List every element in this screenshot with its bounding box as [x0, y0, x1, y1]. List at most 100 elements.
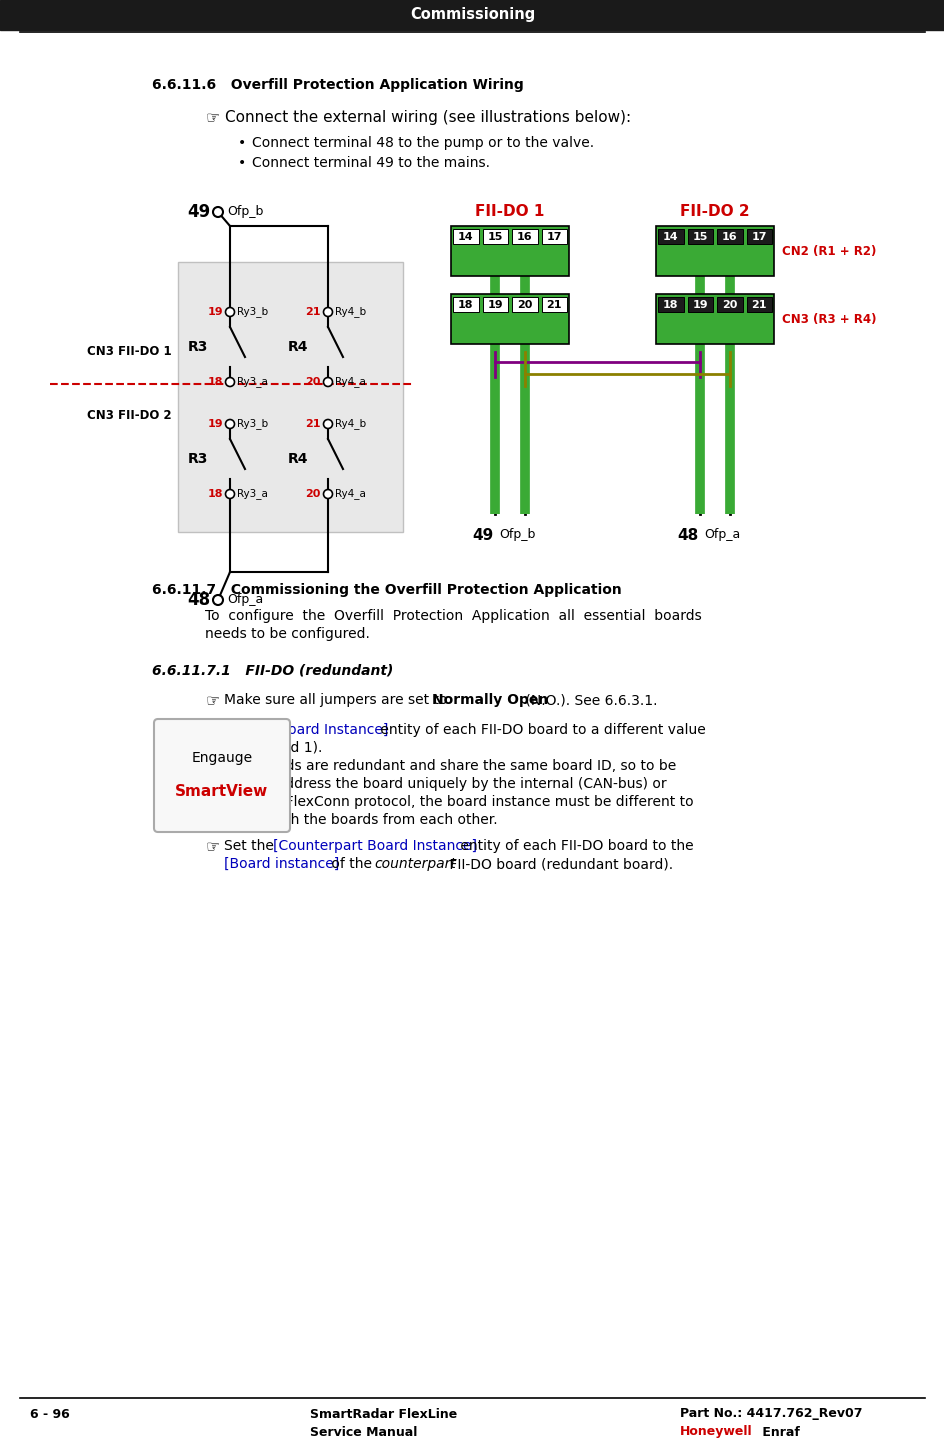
- Text: ☞: ☞: [206, 839, 220, 855]
- Text: 17: 17: [546, 232, 562, 242]
- Text: CN2 (R1 + R2): CN2 (R1 + R2): [782, 245, 875, 258]
- Circle shape: [212, 596, 223, 606]
- Text: 6.6.11.7   Commissioning the Overfill Protection Application: 6.6.11.7 Commissioning the Overfill Prot…: [152, 582, 621, 597]
- Circle shape: [323, 307, 332, 316]
- Text: The boards are redundant and share the same board ID, so to be: The boards are redundant and share the s…: [224, 759, 676, 773]
- Text: 21: 21: [750, 300, 767, 310]
- Text: 18: 18: [208, 377, 223, 387]
- Text: CN3 FII-DO 2: CN3 FII-DO 2: [87, 409, 172, 422]
- Text: Ry3_b: Ry3_b: [237, 307, 268, 317]
- Text: R3: R3: [188, 341, 208, 354]
- Text: Ry4_b: Ry4_b: [334, 307, 365, 317]
- Text: Ry3_a: Ry3_a: [237, 489, 267, 499]
- Bar: [687, 229, 712, 245]
- Text: distinguish the boards from each other.: distinguish the boards from each other.: [224, 812, 497, 827]
- Text: Set the: Set the: [224, 839, 278, 853]
- Text: CN3 (R3 + R4): CN3 (R3 + R4): [782, 313, 876, 326]
- Text: SmartView: SmartView: [176, 783, 268, 798]
- Text: FII-DO 1: FII-DO 1: [475, 204, 544, 218]
- Text: FII-DO 2: FII-DO 2: [680, 204, 749, 218]
- Text: 19: 19: [207, 307, 223, 317]
- Text: 19: 19: [487, 300, 502, 310]
- Text: 21: 21: [305, 307, 321, 317]
- Text: Ry4_b: Ry4_b: [334, 418, 365, 430]
- Text: 49: 49: [471, 529, 493, 543]
- Text: Commissioning: Commissioning: [410, 7, 534, 22]
- Bar: [512, 297, 537, 312]
- Text: Enraf: Enraf: [757, 1425, 799, 1439]
- Text: external FlexConn protocol, the board instance must be different to: external FlexConn protocol, the board in…: [224, 795, 693, 810]
- Text: CN3 FII-DO 1: CN3 FII-DO 1: [87, 345, 172, 358]
- Text: Normally Open: Normally Open: [431, 693, 548, 708]
- Text: needs to be configured.: needs to be configured.: [205, 628, 369, 641]
- Text: entity of each FII-DO board to a different value: entity of each FII-DO board to a differe…: [376, 724, 705, 737]
- Text: 49: 49: [187, 202, 210, 221]
- Bar: [657, 297, 683, 312]
- Text: 15: 15: [692, 232, 707, 242]
- Bar: [482, 229, 508, 245]
- Bar: [450, 294, 568, 344]
- Bar: [746, 297, 771, 312]
- Circle shape: [323, 377, 332, 386]
- Text: •: •: [238, 156, 246, 170]
- Text: 20: 20: [721, 300, 736, 310]
- Circle shape: [323, 489, 332, 498]
- Bar: [541, 229, 566, 245]
- Text: ☞: ☞: [206, 724, 220, 738]
- Text: Ry3_a: Ry3_a: [237, 377, 267, 387]
- Circle shape: [226, 307, 234, 316]
- Circle shape: [226, 377, 234, 386]
- Text: 19: 19: [692, 300, 707, 310]
- Bar: [450, 226, 568, 277]
- Bar: [655, 226, 773, 277]
- Text: Ofp_b: Ofp_b: [498, 529, 535, 542]
- Text: [Board instance]: [Board instance]: [224, 858, 339, 871]
- Text: R3: R3: [188, 451, 208, 466]
- Text: Ofp_a: Ofp_a: [227, 594, 263, 607]
- Circle shape: [212, 207, 223, 217]
- Text: 20: 20: [516, 300, 531, 310]
- Text: Part No.: 4417.762_Rev07: Part No.: 4417.762_Rev07: [680, 1408, 862, 1421]
- Text: Ry4_a: Ry4_a: [334, 377, 365, 387]
- Bar: [0, 0, 944, 31]
- Bar: [716, 297, 742, 312]
- Bar: [452, 229, 478, 245]
- Text: 6.6.11.6   Overfill Protection Application Wiring: 6.6.11.6 Overfill Protection Application…: [152, 79, 523, 92]
- Text: 48: 48: [676, 529, 698, 543]
- Text: Service Manual: Service Manual: [310, 1425, 417, 1439]
- Bar: [541, 297, 566, 312]
- Circle shape: [226, 419, 234, 428]
- Text: 18: 18: [458, 300, 473, 310]
- Text: Honeywell: Honeywell: [680, 1425, 751, 1439]
- Text: SmartRadar FlexLine: SmartRadar FlexLine: [310, 1408, 457, 1421]
- Bar: [687, 297, 712, 312]
- Text: 16: 16: [721, 232, 736, 242]
- Text: Connect terminal 48 to the pump or to the valve.: Connect terminal 48 to the pump or to th…: [252, 135, 594, 150]
- Text: FII-DO board (redundant board).: FII-DO board (redundant board).: [445, 858, 672, 871]
- Text: ☞: ☞: [206, 111, 220, 125]
- Bar: [657, 229, 683, 245]
- Text: Set the: Set the: [224, 724, 278, 737]
- Bar: [716, 229, 742, 245]
- Text: 16: 16: [516, 232, 532, 242]
- FancyBboxPatch shape: [154, 719, 290, 831]
- Text: 21: 21: [305, 419, 321, 430]
- Bar: [482, 297, 508, 312]
- Text: [Counterpart Board Instance]: [Counterpart Board Instance]: [273, 839, 477, 853]
- Text: Engauge: Engauge: [192, 751, 252, 764]
- Text: 18: 18: [663, 300, 678, 310]
- Text: ☞: ☞: [206, 693, 220, 708]
- Text: entity of each FII-DO board to the: entity of each FII-DO board to the: [456, 839, 693, 853]
- Text: counterpart: counterpart: [374, 858, 455, 871]
- Text: 6 - 96: 6 - 96: [30, 1408, 70, 1421]
- Text: 17: 17: [750, 232, 767, 242]
- Text: 19: 19: [207, 419, 223, 430]
- Text: 21: 21: [546, 300, 562, 310]
- Text: 48: 48: [187, 591, 210, 609]
- Text: R4: R4: [287, 451, 308, 466]
- Text: (N.O.). See 6.6.3.1.: (N.O.). See 6.6.3.1.: [520, 693, 657, 708]
- Bar: [746, 229, 771, 245]
- Text: 20: 20: [305, 489, 321, 499]
- Text: of the: of the: [327, 858, 376, 871]
- Bar: [512, 229, 537, 245]
